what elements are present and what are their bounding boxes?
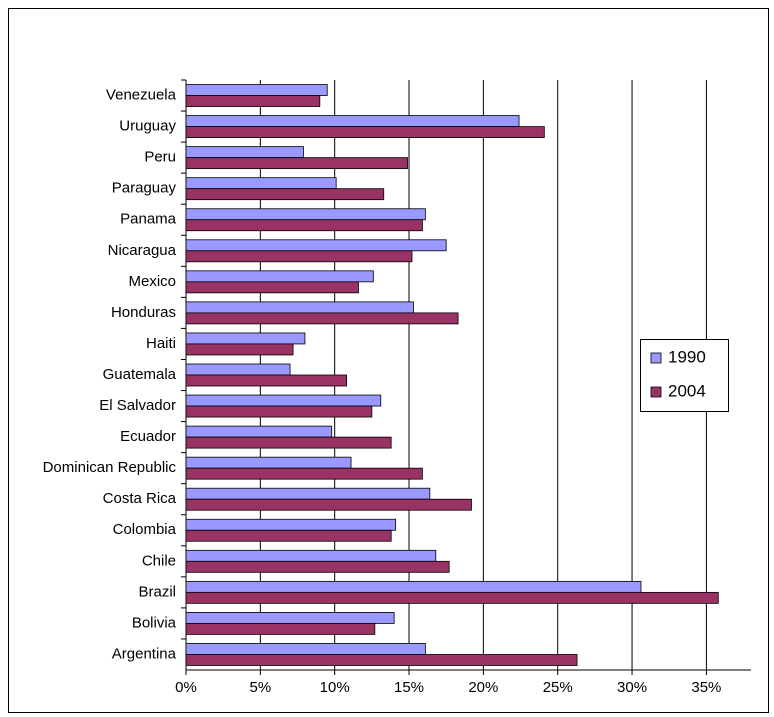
bar — [185, 115, 520, 127]
x-tick-label: 25% — [543, 679, 573, 696]
bar — [185, 177, 337, 190]
y-tick-label: Dominican Republic — [43, 459, 177, 476]
bar — [185, 363, 291, 376]
x-tick-label: 10% — [320, 679, 350, 696]
bar — [185, 95, 321, 107]
bar — [185, 518, 397, 531]
bar — [185, 425, 333, 438]
legend-label: 2004 — [668, 381, 706, 400]
y-tick-label: Chile — [142, 552, 176, 569]
bar — [185, 643, 426, 655]
legend-swatch — [650, 352, 662, 364]
bar — [185, 84, 328, 96]
bar — [185, 270, 374, 283]
bar — [185, 301, 414, 314]
bar — [185, 654, 578, 666]
bar — [185, 436, 392, 449]
bar — [185, 126, 545, 138]
x-tick-label: 15% — [394, 679, 424, 696]
y-tick-label: Guatemala — [103, 366, 177, 383]
y-tick-label: Brazil — [138, 583, 176, 600]
x-tick-label: 20% — [468, 679, 498, 696]
bar — [185, 188, 385, 201]
bar — [185, 312, 459, 325]
bar — [185, 343, 294, 356]
y-tick-label: El Salvador — [99, 397, 176, 414]
bar — [185, 612, 395, 624]
bar — [185, 580, 642, 593]
y-tick-label: Peru — [144, 149, 176, 166]
bar — [185, 146, 304, 159]
y-tick-label: Honduras — [111, 304, 176, 321]
bar — [185, 332, 306, 345]
bar — [185, 498, 472, 511]
y-tick-label: Colombia — [113, 521, 177, 538]
y-tick-label: Paraguay — [112, 180, 177, 197]
y-tick-label: Venezuela — [106, 86, 177, 103]
x-tick-label: 30% — [617, 679, 647, 696]
y-tick-label: Panama — [120, 211, 177, 228]
bar — [185, 157, 408, 170]
y-tick-label: Mexico — [128, 273, 176, 290]
y-tick-label: Uruguay — [119, 118, 176, 135]
bar — [185, 487, 431, 500]
bar — [185, 549, 437, 562]
bar — [185, 250, 413, 263]
bar — [185, 239, 447, 252]
x-tick-label: 5% — [249, 679, 271, 696]
bar — [185, 560, 450, 573]
legend-box — [640, 339, 729, 412]
legend-label: 1990 — [668, 347, 706, 366]
y-tick-label: Nicaragua — [108, 242, 177, 259]
y-tick-label: Bolivia — [132, 614, 177, 631]
x-tick-label: 0% — [175, 679, 197, 696]
bar — [185, 219, 423, 232]
bar — [185, 394, 382, 407]
bar — [185, 467, 423, 480]
bar — [185, 591, 719, 604]
bar — [185, 456, 352, 469]
bar — [185, 208, 426, 221]
bar — [185, 281, 359, 294]
bar — [185, 623, 376, 635]
y-tick-label: Haiti — [146, 335, 176, 352]
y-tick-label: Costa Rica — [103, 490, 177, 507]
y-tick-label: Argentina — [112, 645, 177, 662]
bar — [185, 374, 347, 387]
bar — [185, 529, 392, 542]
bar — [185, 405, 373, 418]
y-tick-label: Ecuador — [120, 428, 176, 445]
legend-swatch — [650, 386, 662, 398]
x-tick-label: 35% — [691, 679, 721, 696]
